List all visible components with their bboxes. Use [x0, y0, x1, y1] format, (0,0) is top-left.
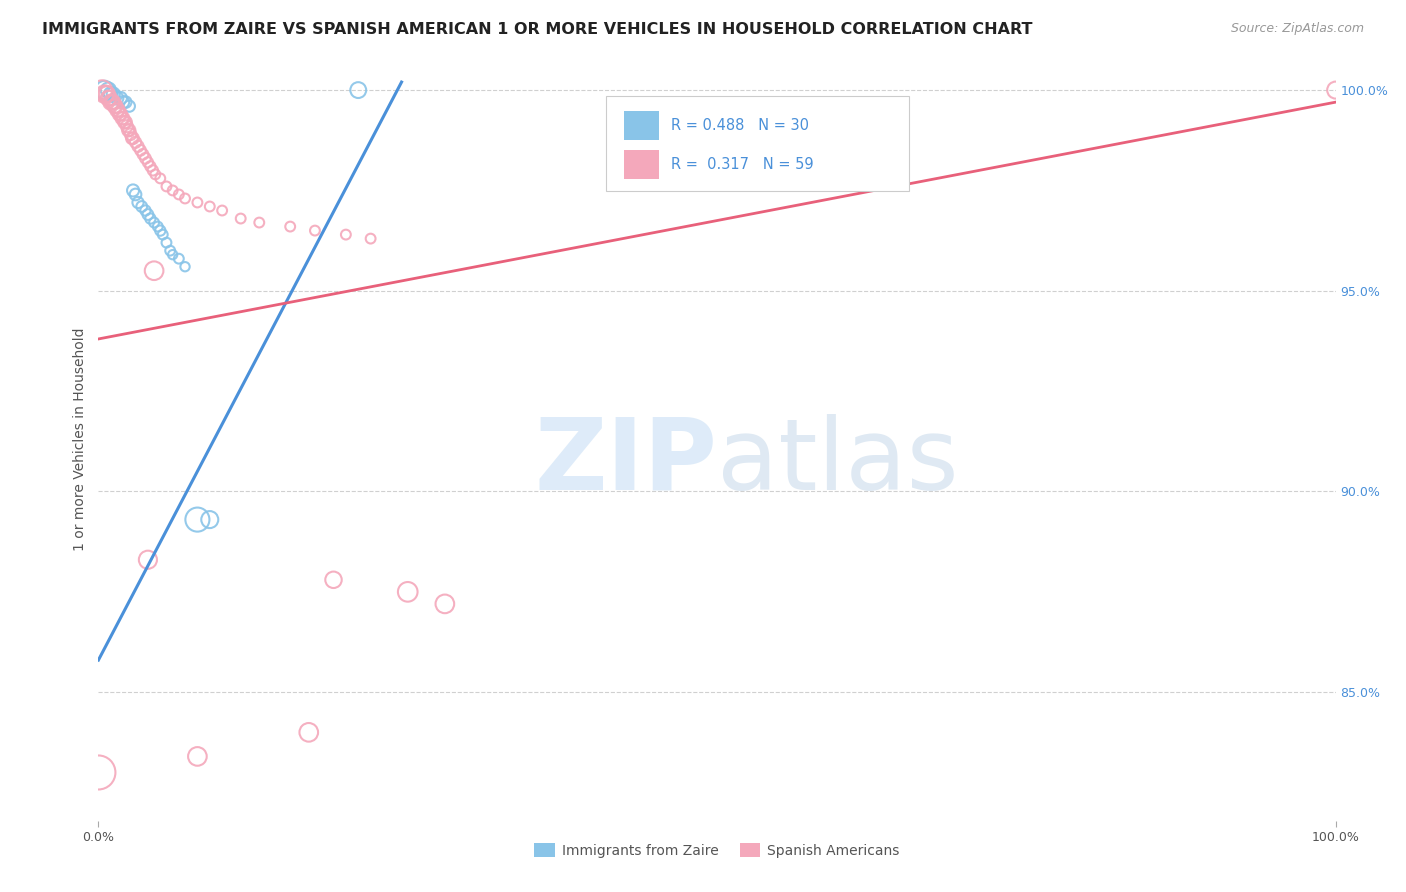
Point	[155, 235, 177, 250]
Point	[103, 87, 125, 102]
Point	[1324, 83, 1347, 97]
Point	[122, 131, 145, 145]
Point	[97, 91, 120, 105]
Point	[94, 87, 117, 102]
Point	[105, 91, 128, 105]
Point	[198, 200, 221, 214]
Point	[136, 552, 159, 567]
Point	[278, 219, 301, 234]
Text: R = 0.488   N = 30: R = 0.488 N = 30	[671, 118, 810, 133]
Point	[143, 264, 166, 278]
Point	[149, 224, 172, 238]
Point	[198, 512, 221, 526]
Point	[115, 120, 138, 134]
Point	[247, 216, 270, 230]
Point	[120, 128, 142, 142]
Point	[127, 195, 149, 210]
Point	[304, 224, 326, 238]
Point	[129, 144, 152, 158]
Point	[127, 139, 149, 153]
Point	[155, 179, 177, 194]
Point	[139, 160, 162, 174]
Point	[103, 95, 125, 110]
Text: Source: ZipAtlas.com: Source: ZipAtlas.com	[1230, 22, 1364, 36]
Text: ZIP: ZIP	[534, 414, 717, 511]
Point	[87, 765, 110, 780]
Point	[114, 115, 136, 129]
Point	[159, 244, 181, 258]
Point	[174, 192, 197, 206]
Point	[152, 227, 174, 242]
Point	[105, 103, 128, 118]
Point	[101, 95, 124, 110]
Point	[117, 123, 139, 137]
Point	[396, 585, 419, 599]
Text: atlas: atlas	[717, 414, 959, 511]
Point	[142, 163, 165, 178]
Point	[112, 95, 135, 110]
Point	[96, 87, 118, 102]
Point	[100, 87, 122, 102]
Point	[132, 147, 155, 161]
Legend: Immigrants from Zaire, Spanish Americans: Immigrants from Zaire, Spanish Americans	[529, 838, 905, 863]
Point	[335, 227, 357, 242]
Point	[347, 83, 370, 97]
Point	[143, 216, 166, 230]
Bar	[624, 111, 659, 139]
Point	[174, 260, 197, 274]
Point	[118, 123, 141, 137]
Point	[186, 512, 208, 526]
Point	[122, 184, 145, 198]
FancyBboxPatch shape	[606, 96, 908, 192]
Point	[360, 232, 382, 246]
Point	[121, 131, 143, 145]
Point	[139, 211, 162, 226]
Point	[143, 168, 166, 182]
Point	[167, 252, 190, 266]
Text: R =  0.317   N = 59: R = 0.317 N = 59	[671, 157, 814, 172]
Point	[98, 91, 121, 105]
Point	[118, 99, 141, 113]
Point	[124, 187, 146, 202]
Point	[322, 573, 344, 587]
Point	[110, 107, 132, 121]
Y-axis label: 1 or more Vehicles in Household: 1 or more Vehicles in Household	[73, 327, 87, 551]
Point	[433, 597, 456, 611]
Point	[134, 203, 156, 218]
Point	[149, 171, 172, 186]
Point	[229, 211, 252, 226]
Bar	[624, 150, 659, 179]
Point	[167, 187, 190, 202]
Point	[93, 87, 115, 102]
Point	[107, 103, 129, 118]
Point	[146, 219, 169, 234]
Point	[111, 112, 134, 126]
Point	[162, 248, 184, 262]
Point	[104, 99, 127, 113]
Point	[103, 99, 125, 113]
Point	[162, 184, 184, 198]
Point	[110, 91, 132, 105]
Point	[186, 749, 208, 764]
Point	[136, 155, 159, 169]
Text: IMMIGRANTS FROM ZAIRE VS SPANISH AMERICAN 1 OR MORE VEHICLES IN HOUSEHOLD CORREL: IMMIGRANTS FROM ZAIRE VS SPANISH AMERICA…	[42, 22, 1032, 37]
Point	[114, 95, 136, 110]
Point	[134, 151, 156, 165]
Point	[298, 725, 321, 739]
Point	[211, 203, 233, 218]
Point	[136, 208, 159, 222]
Point	[108, 107, 131, 121]
Point	[97, 83, 120, 97]
Point	[93, 83, 115, 97]
Point	[124, 136, 146, 150]
Point	[112, 112, 135, 126]
Point	[186, 195, 208, 210]
Point	[131, 200, 153, 214]
Point	[91, 83, 114, 97]
Point	[100, 95, 122, 110]
Point	[112, 115, 135, 129]
